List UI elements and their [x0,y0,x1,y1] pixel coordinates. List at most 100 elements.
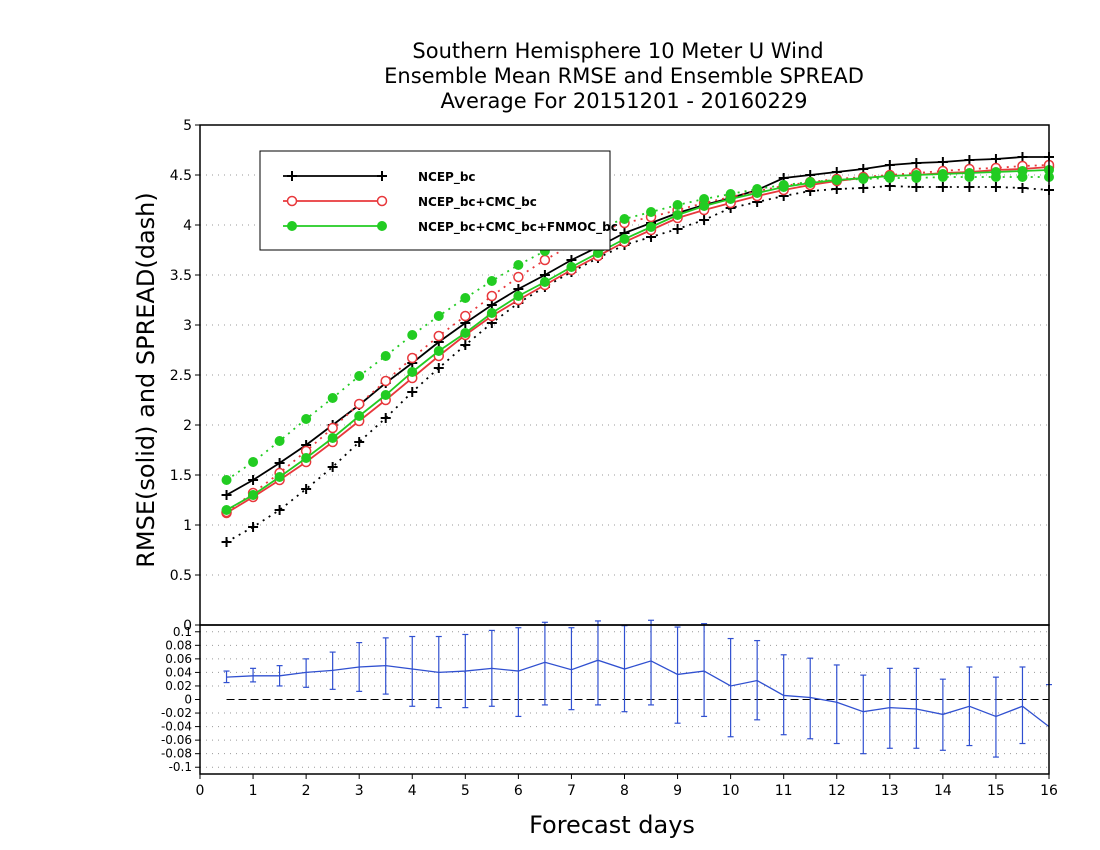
x-tick-label: 4 [408,783,417,799]
x-tick-label: 2 [302,783,311,799]
rmse-point-ncep-bc-cmc-bc-fnmoc-bc [248,490,259,500]
x-tick-label: 0 [196,783,205,799]
y-axis-title: RMSE(solid) and SPREAD(dash) [132,192,160,568]
upper-y-tick-label: 3 [183,318,192,334]
spread-point-ncep-bc-cmc-bc-fnmoc-bc [354,371,365,381]
spread-point-ncep-bc-cmc-bc-fnmoc-bc [699,194,710,204]
error-bar [223,670,230,684]
error-bar [992,676,999,758]
rmse-point-ncep-bc [990,154,1001,164]
spread-point-ncep-bc [354,437,365,447]
rmse-point-ncep-bc [274,458,285,468]
lower-y-tick-label: -0.04 [161,720,192,734]
upper-y-ticks: 0 0.5 1 1.5 2 2.5 3 3.5 4 4.5 5 [170,118,200,634]
lower-y-tick-label: 0.02 [165,679,192,693]
upper-y-tick-label: 1 [183,518,192,534]
rmse-point-ncep-bc-cmc-bc-fnmoc-bc [327,433,338,443]
spread-point-ncep-bc-cmc-bc [460,310,471,322]
rmse-point-ncep-bc-cmc-bc-fnmoc-bc [539,277,550,287]
rmse-point-ncep-bc-cmc-bc-fnmoc-bc [486,308,497,318]
spread-point-ncep-bc-cmc-bc [353,398,365,410]
lower-y-tick-label: -0.1 [169,760,192,774]
spread-point-ncep-bc [1017,183,1028,193]
spread-point-ncep-bc-cmc-bc-fnmoc-bc [937,172,948,182]
spread-point-ncep-bc [699,215,710,225]
rmse-point-ncep-bc [911,158,922,168]
error-bar [594,620,601,706]
rmse-point-ncep-bc-cmc-bc-fnmoc-bc [566,262,577,272]
spread-point-ncep-bc [964,182,975,192]
legend: NCEP_bc NCEP_bc+CMC_bc NCEP_bc+CMC_bc+FNMO… [259,150,618,251]
spread-point-ncep-bc [301,484,312,494]
lower-y-tick-label: 0.1 [173,625,192,639]
error-bar [250,667,257,683]
upper-y-tick-label: 4.5 [170,168,192,184]
rmse-point-ncep-bc-cmc-bc-fnmoc-bc [380,390,391,400]
lower-gridlines [200,631,1049,768]
spread-point-ncep-bc-cmc-bc-fnmoc-bc [1017,172,1028,182]
x-tick-label: 8 [620,783,629,799]
error-bar [780,654,787,736]
lower-y-tick-label: -0.06 [161,733,192,747]
rmse-point-ncep-bc-cmc-bc-fnmoc-bc [672,210,683,220]
error-bar [1019,666,1026,745]
legend-marker-ncep-bc-cmc-bc-fnmoc-bc [377,221,387,231]
upper-y-tick-label: 1.5 [170,468,192,484]
error-bar [568,627,575,711]
error-bar [807,657,814,740]
upper-y-tick-label: 3.5 [170,268,192,284]
spread-point-ncep-bc-cmc-bc-fnmoc-bc [778,180,789,190]
spread-point-ncep-bc-cmc-bc-fnmoc-bc [831,175,842,185]
rmse-point-ncep-bc-cmc-bc-fnmoc-bc [619,234,630,244]
rmse-point-ncep-bc-cmc-bc-fnmoc-bc [407,367,418,377]
rmse-point-ncep-bc-cmc-bc-fnmoc-bc [433,346,444,356]
legend-marker-ncep-bc-cmc-bc [376,195,388,207]
spread-point-ncep-bc-cmc-bc [486,290,498,302]
x-tick-label: 3 [355,783,364,799]
legend-marker-ncep-bc-cmc-bc-fnmoc-bc [287,221,297,231]
spread-point-ncep-bc-cmc-bc [380,375,391,387]
rmse-point-ncep-bc [248,475,259,485]
spread-point-ncep-bc-cmc-bc-fnmoc-bc [248,457,259,467]
x-axis-title: Forecast days [529,811,695,839]
error-bar [674,626,681,724]
spread-point-ncep-bc-cmc-bc-fnmoc-bc [513,260,524,270]
spread-point-ncep-bc-cmc-bc-fnmoc-bc [725,189,736,199]
spread-point-ncep-bc [460,340,471,350]
x-tick-label: 11 [775,783,793,799]
rmse-point-ncep-bc [1017,152,1028,162]
error-bar [488,629,495,707]
spread-point-ncep-bc-cmc-bc [327,422,338,434]
rmse-point-ncep-bc [937,157,948,167]
spread-point-ncep-bc [937,182,948,192]
error-bar [515,627,522,718]
spread-point-ncep-bc [327,462,338,472]
x-tick-label: 16 [1040,783,1058,799]
lower-y-tick-label: -0.02 [161,706,192,720]
upper-y-tick-label: 4 [183,218,192,234]
rmse-point-ncep-bc-cmc-bc-fnmoc-bc [221,505,232,515]
error-bar [462,633,469,709]
x-tick-label: 14 [934,783,952,799]
spread-point-ncep-bc-cmc-bc-fnmoc-bc [327,393,338,403]
spread-point-ncep-bc [672,224,683,234]
spread-point-ncep-bc-cmc-bc-fnmoc-bc [221,475,232,485]
x-tick-label: 7 [567,783,576,799]
spread-point-ncep-bc [221,537,232,547]
spread-point-ncep-bc-cmc-bc-fnmoc-bc [460,293,471,303]
error-bar [701,623,708,718]
error-bar [356,642,363,692]
lower-y-ticks: -0.1-0.08-0.06-0.04-0.0200.020.040.060.0… [161,625,200,774]
rmse-point-ncep-bc [221,490,232,500]
error-bar [276,665,283,687]
chart-title: Southern Hemisphere 10 Meter U Wind Ense… [384,39,864,113]
x-tick-label: 12 [828,783,846,799]
spread-point-ncep-bc-cmc-bc-fnmoc-bc [990,172,1001,182]
x-tick-label: 13 [881,783,899,799]
error-bar [435,635,442,709]
difference-line [226,659,1050,728]
spread-point-ncep-bc-cmc-bc-fnmoc-bc [407,330,418,340]
lower-y-tick-label: 0.08 [165,638,192,652]
upper-y-tick-label: 0.5 [170,568,192,584]
spread-point-ncep-bc-cmc-bc-fnmoc-bc [380,351,391,361]
